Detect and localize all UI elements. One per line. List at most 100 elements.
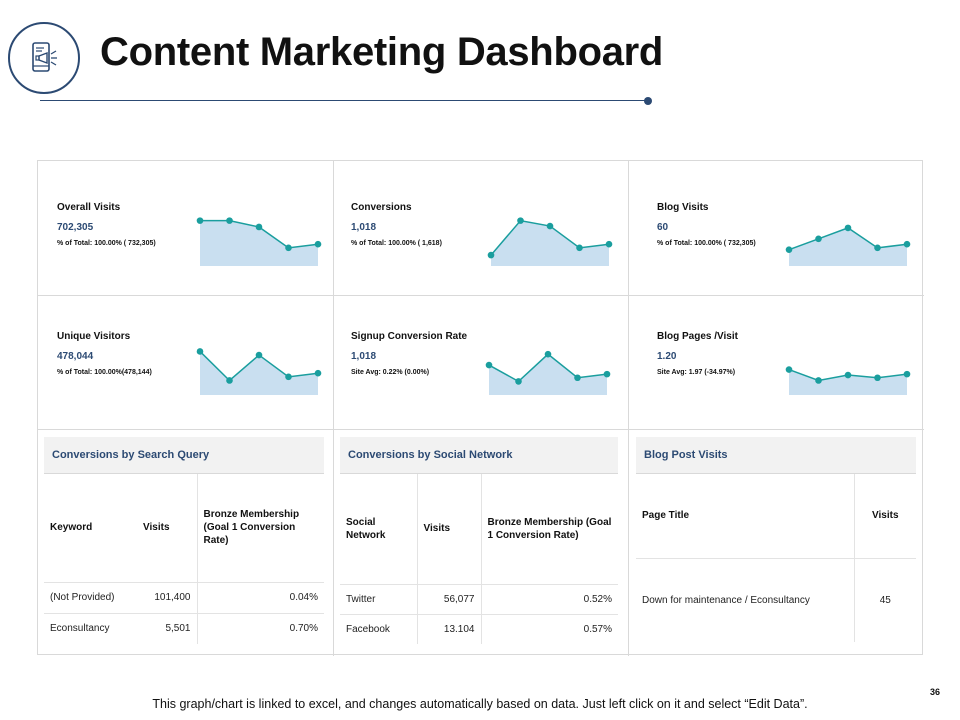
column-header: Page Title: [642, 510, 690, 522]
table-cell: (Not Provided): [44, 581, 137, 613]
metric-value: 60: [657, 222, 669, 233]
sparkline-point: [544, 350, 552, 358]
table-cell: 101,400: [137, 581, 197, 613]
sparkline-area: [489, 354, 607, 395]
metric-subtext: % of Total: 100.00% ( 732,305): [657, 240, 756, 247]
page-number: 36: [930, 687, 941, 697]
table-row: Twitter 56,077 0.52%: [340, 583, 618, 614]
metric-value: 1,018: [351, 222, 377, 233]
sparkline-blog-visits: [785, 224, 911, 266]
sparkline-point: [196, 348, 204, 355]
sparkline-point: [874, 374, 881, 382]
metric-label: Signup Conversion Rate: [351, 331, 468, 342]
title-underline-dot: [644, 97, 652, 105]
sparkline-signup-conversion-rate: [485, 350, 611, 395]
table-cell: 0.70%: [196, 612, 324, 644]
sparkline-point: [285, 373, 292, 381]
sparkline-point: [903, 240, 911, 248]
page-title: Content Marketing Dashboard: [100, 30, 664, 74]
column-header: Visits: [416, 474, 481, 584]
table-cell: Facebook: [340, 613, 417, 644]
social-network-table: Social Network Visits Bronze Membership …: [340, 474, 618, 644]
sparkline-point: [785, 366, 793, 373]
footnote: This graph/chart is linked to excel, and…: [152, 697, 808, 711]
metric-value: 1,018: [351, 351, 377, 362]
title-underline: [40, 100, 648, 101]
sparkline-point: [285, 244, 292, 252]
table-cell: 56,077: [416, 583, 481, 614]
metric-subtext: Site Avg: 0.22% (0.00%): [351, 369, 430, 376]
sparkline-area: [789, 369, 907, 395]
sparkline-point: [226, 377, 233, 384]
sparkline-point: [515, 378, 522, 385]
sparkline-point: [314, 369, 322, 377]
metric-value: 478,044: [57, 351, 94, 362]
sparkline-area: [200, 351, 318, 395]
blog-post-table: Page Title Visits Down for maintenance /…: [636, 474, 916, 642]
sparkline-point: [844, 224, 852, 232]
sparkline-point: [874, 244, 881, 252]
sparkline-point: [485, 361, 493, 369]
table-blog-post-visits: Blog Post Visits Page Title Visits Down …: [636, 437, 916, 642]
table-cell: Twitter: [340, 583, 417, 614]
sparkline-point: [255, 351, 263, 359]
dashboard-panel: Overall Visits 702,305 % of Total: 100.0…: [37, 160, 924, 656]
column-divider: [333, 161, 334, 656]
sparkline-point: [844, 371, 852, 379]
row-divider: [38, 295, 924, 296]
metric-label: Unique Visitors: [57, 331, 131, 342]
sparkline-overall-visits: [196, 217, 322, 266]
sparkline-point: [255, 223, 263, 231]
sparkline-point: [903, 370, 911, 378]
metric-label: Blog Visits: [657, 202, 709, 213]
column-header: Bronze Membership (Goal 1 Conversion Rat…: [480, 474, 618, 584]
sparkline-point: [785, 246, 793, 253]
sparkline-point: [815, 377, 822, 384]
sparkline-conversions: [487, 217, 613, 266]
row-divider: [38, 429, 924, 430]
column-divider: [628, 161, 629, 656]
metric-subtext: Site Avg: 1.97 (-34.97%): [657, 369, 736, 376]
table-title: Conversions by Social Network: [340, 437, 618, 474]
table-cell: Econsultancy: [44, 612, 137, 644]
sparkline-point: [196, 217, 204, 224]
table-row: (Not Provided) 101,400 0.04%: [44, 581, 324, 613]
table-cell: 0.57%: [480, 613, 618, 644]
metric-value: 1.20: [657, 351, 677, 362]
table-cell: 5,501: [137, 612, 197, 644]
sparkline-unique-visitors: [196, 348, 322, 395]
metric-subtext: % of Total: 100.00% ( 732,305): [57, 240, 156, 247]
column-header: Visits: [143, 522, 170, 534]
table-title: Conversions by Search Query: [44, 437, 324, 474]
table-conversions-by-search-query: Conversions by Search Query Keyword Visi…: [44, 437, 324, 644]
table-cell: 13.104: [416, 613, 481, 644]
table-title: Blog Post Visits: [636, 437, 916, 474]
table-cell: 0.04%: [196, 581, 324, 613]
metric-value: 702,305: [57, 222, 94, 233]
table-cell: 0.52%: [480, 583, 618, 614]
sparkline-point: [314, 240, 322, 248]
sparkline-point: [576, 244, 583, 252]
table-cell: 45: [853, 557, 916, 642]
table-cell: Down for maintenance / Econsultancy: [636, 557, 854, 642]
metric-label: Blog Pages /Visit: [657, 331, 738, 342]
table-row: Econsultancy 5,501 0.70%: [44, 612, 324, 644]
header-icon-circle: [8, 22, 80, 94]
sparkline-area: [789, 227, 907, 266]
table-row: Down for maintenance / Econsultancy 45: [636, 557, 916, 642]
metric-subtext: % of Total: 100.00%(478,144): [57, 369, 152, 376]
sparkline-area: [200, 220, 318, 266]
column-header: Social Network: [346, 516, 386, 541]
metric-label: Conversions: [351, 202, 412, 213]
sparkline-point: [226, 217, 233, 224]
sparkline-point: [487, 251, 495, 259]
sparkline-point: [815, 235, 822, 243]
sparkline-area: [491, 220, 609, 266]
column-header: Bronze Membership (Goal 1 Conversion Rat…: [196, 474, 324, 582]
metric-label: Overall Visits: [57, 202, 121, 213]
sparkline-point: [603, 370, 611, 378]
search-query-table: Keyword Visits Bronze Membership (Goal 1…: [44, 474, 324, 644]
sparkline-point: [574, 374, 581, 382]
sparkline-point: [546, 222, 554, 230]
table-conversions-by-social-network: Conversions by Social Network Social Net…: [340, 437, 618, 644]
